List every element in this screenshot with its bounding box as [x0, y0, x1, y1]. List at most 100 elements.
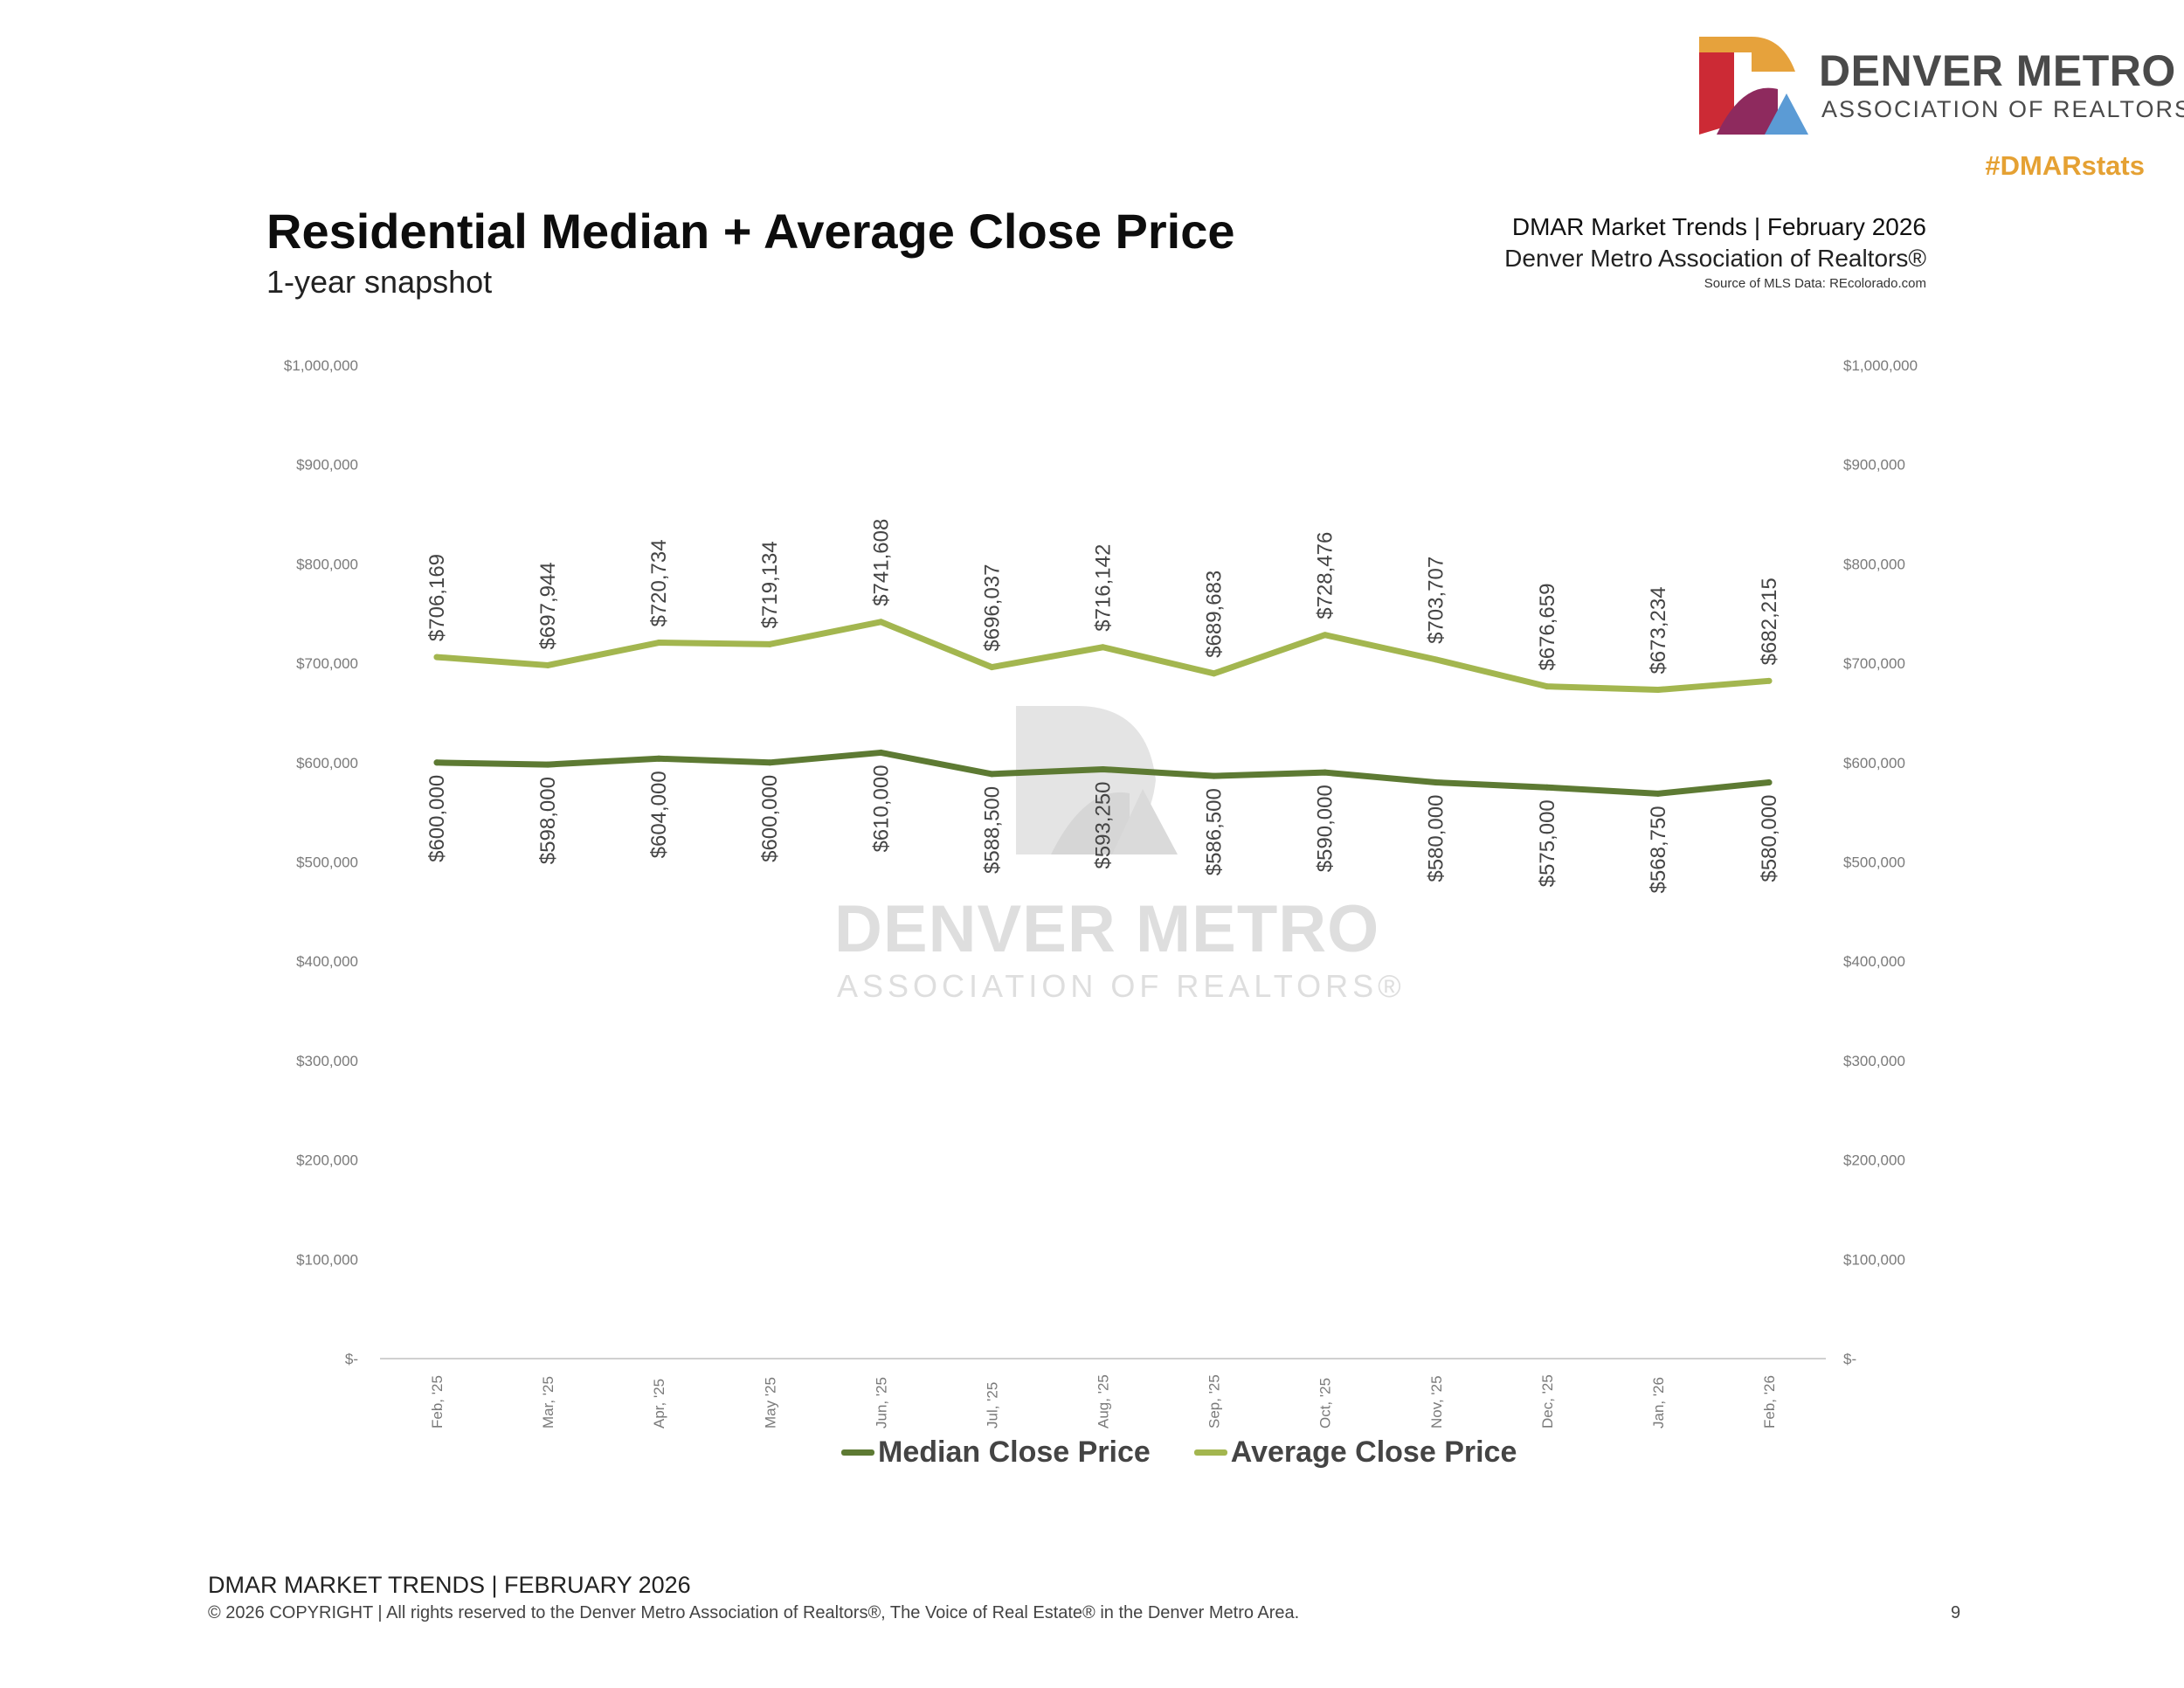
median-data-label: $598,000: [536, 777, 560, 864]
average-data-label: $689,683: [1203, 571, 1227, 658]
x-tick-label: Jun, '25: [873, 1377, 889, 1429]
y-tick-label-right: $600,000: [1843, 755, 1905, 771]
average-data-label: $682,215: [1758, 578, 1781, 665]
data-source: Source of MLS Data: REcolorado.com: [1704, 276, 1926, 291]
average-data-label: $719,134: [758, 541, 782, 628]
y-tick-label-left: $900,000: [296, 457, 358, 474]
x-tick-label: Aug, '25: [1095, 1374, 1112, 1429]
dmar-logo-icon: [1699, 37, 1808, 135]
logo-subtitle: ASSOCIATION OF REALTORS®: [1821, 96, 2184, 122]
y-tick-label-left: $100,000: [296, 1251, 358, 1268]
median-point: [988, 771, 995, 778]
median-point: [1211, 772, 1218, 779]
y-tick-label-right: $200,000: [1843, 1152, 1905, 1169]
average-point: [433, 654, 440, 661]
average-data-label: $741,608: [869, 519, 893, 606]
y-tick-label-right: $300,000: [1843, 1053, 1905, 1069]
average-data-label: $728,476: [1314, 532, 1337, 619]
y-tick-label-left: $1,000,000: [284, 357, 358, 374]
median-data-label: $580,000: [1425, 795, 1448, 882]
y-tick-label-right: $100,000: [1843, 1251, 1905, 1268]
y-tick-label-left: $300,000: [296, 1053, 358, 1069]
x-tick-label: Jan, '26: [1650, 1377, 1667, 1429]
org-name: Denver Metro Association of Realtors®: [1504, 245, 1926, 272]
y-tick-label-right: $400,000: [1843, 953, 1905, 970]
average-point: [1211, 670, 1218, 677]
average-point: [544, 661, 551, 668]
hashtag: #DMARstats: [1985, 150, 2145, 181]
median-point: [1544, 784, 1551, 791]
median-point: [1322, 769, 1329, 776]
x-tick-label: Oct, '25: [1317, 1378, 1334, 1429]
average-data-label: $703,707: [1425, 557, 1448, 644]
y-tick-label-right: $900,000: [1843, 457, 1905, 474]
average-data-label: $673,234: [1647, 586, 1670, 674]
watermark-subtitle: ASSOCIATION OF REALTORS®: [837, 968, 1406, 1004]
logo-title: DENVER METRO: [1819, 46, 2176, 95]
median-data-label: $586,500: [1203, 788, 1227, 875]
y-tick-label-right: $1,000,000: [1843, 357, 1918, 374]
average-data-label: $720,734: [647, 539, 671, 626]
average-point: [766, 640, 773, 647]
average-point: [877, 619, 884, 626]
legend-swatch-average: [1193, 1449, 1227, 1456]
median-data-label: $600,000: [758, 775, 782, 862]
average-data-label: $706,169: [425, 554, 449, 641]
average-data-label: $716,142: [1092, 544, 1116, 632]
median-data-label: $600,000: [425, 775, 449, 862]
y-tick-label-left: $500,000: [296, 854, 358, 871]
watermark-logo-icon: [1016, 706, 1178, 854]
x-tick-label: Nov, '25: [1428, 1375, 1445, 1429]
average-point: [1766, 677, 1773, 684]
median-point: [1433, 779, 1440, 786]
average-data-label: $696,037: [980, 564, 1004, 651]
median-data-label: $588,500: [980, 786, 1004, 874]
y-tick-label-left: $-: [345, 1351, 358, 1367]
average-point: [1655, 687, 1662, 694]
y-tick-label-right: $700,000: [1843, 655, 1905, 672]
legend-label-average: Average Close Price: [1230, 1435, 1517, 1469]
y-tick-label-left: $600,000: [296, 755, 358, 771]
x-tick-label: Dec, '25: [1539, 1374, 1556, 1429]
median-data-label: $575,000: [1536, 799, 1559, 887]
average-data-label: $697,944: [536, 562, 560, 649]
x-tick-label: Feb, '25: [429, 1375, 446, 1429]
y-tick-label-left: $800,000: [296, 556, 358, 572]
median-data-label: $604,000: [647, 771, 671, 858]
y-tick-label-right: $500,000: [1843, 854, 1905, 871]
x-tick-label: Apr, '25: [651, 1379, 667, 1429]
legend-swatch-median: [841, 1449, 874, 1456]
x-tick-label: Mar, '25: [540, 1376, 556, 1429]
y-tick-label-left: $700,000: [296, 655, 358, 672]
median-data-label: $610,000: [869, 764, 893, 852]
average-point: [655, 640, 662, 647]
average-data-label: $676,659: [1536, 584, 1559, 671]
median-data-label: $568,750: [1647, 806, 1670, 893]
median-data-label: $593,250: [1092, 781, 1116, 868]
average-point: [988, 664, 995, 671]
y-tick-label-right: $800,000: [1843, 556, 1905, 572]
median-point: [544, 761, 551, 768]
median-data-label: $590,000: [1314, 785, 1337, 872]
median-point: [1655, 790, 1662, 797]
median-point: [655, 755, 662, 762]
page-number: 9: [1951, 1603, 1961, 1622]
median-point: [766, 759, 773, 766]
chart-subtitle: 1-year snapshot: [266, 264, 493, 300]
chart-legend: Median Close Price Average Close Price: [841, 1433, 1517, 1471]
median-point: [877, 749, 884, 756]
report-title: DMAR Market Trends | February 2026: [1511, 213, 1926, 240]
legend-item-average: Average Close Price: [1193, 1435, 1517, 1470]
x-tick-label: May '25: [762, 1377, 778, 1429]
y-tick-label-left: $400,000: [296, 953, 358, 970]
x-tick-label: Jul, '25: [984, 1382, 1000, 1429]
footer-title: DMAR MARKET TRENDS | FEBRUARY 2026: [208, 1572, 691, 1598]
median-point: [433, 759, 440, 766]
average-point: [1100, 644, 1106, 651]
watermark-title: DENVER METRO: [834, 892, 1380, 966]
median-point: [1100, 765, 1106, 772]
y-tick-label-left: $200,000: [296, 1152, 358, 1169]
x-tick-label: Feb, '26: [1761, 1375, 1778, 1429]
average-point: [1322, 632, 1329, 639]
